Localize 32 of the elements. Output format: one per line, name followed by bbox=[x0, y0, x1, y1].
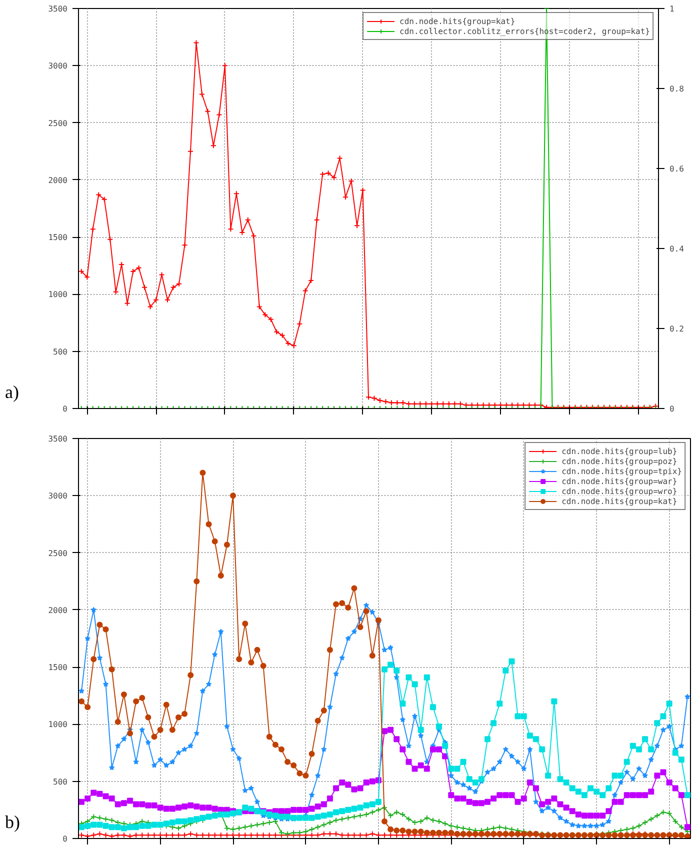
legend-label: cdn.node.hits{group=kat} bbox=[400, 16, 516, 26]
y-tick-label: 0 bbox=[62, 404, 68, 414]
y-tick-label: 3000 bbox=[48, 62, 68, 71]
legend-label: cdn.node.hits{group=wro} bbox=[562, 486, 678, 496]
y-tick-label: 1000 bbox=[48, 720, 68, 730]
y-tick-label: 3000 bbox=[48, 492, 68, 501]
y2-tick-label: 0.6 bbox=[670, 164, 684, 174]
y-tick-label: 2500 bbox=[48, 548, 68, 558]
text: b) bbox=[5, 811, 20, 834]
y2-tick-label: 0.2 bbox=[670, 324, 684, 334]
legend-label: cdn.collector.coblitz_errors{host=coder2, group=kat} bbox=[400, 26, 650, 36]
text: a) bbox=[5, 381, 19, 404]
y-tick-label: 500 bbox=[53, 777, 68, 786]
legend-label: cdn.node.hits{group=poz} bbox=[562, 456, 678, 466]
y-tick-label: 0 bbox=[62, 834, 68, 844]
y-tick-label: 3500 bbox=[48, 434, 68, 444]
y-tick-label: 2000 bbox=[48, 606, 68, 615]
y-tick-label: 1500 bbox=[48, 233, 68, 242]
y-tick-label: 500 bbox=[53, 347, 68, 356]
y-tick-label: 3500 bbox=[48, 4, 68, 14]
legend-label: cdn.node.hits{group=war} bbox=[562, 476, 678, 486]
y2-tick-label: 0 bbox=[670, 404, 674, 414]
y2-tick-label: 1 bbox=[670, 4, 674, 14]
y2-tick-label: 0.8 bbox=[670, 84, 684, 94]
y-tick-label: 1000 bbox=[48, 290, 68, 300]
legend-label: cdn.node.hits{group=kat} bbox=[562, 496, 678, 506]
y2-tick-label: 0.4 bbox=[670, 244, 684, 254]
y-tick-label: 1500 bbox=[48, 663, 68, 672]
legend-label: cdn.node.hits{group=lub} bbox=[562, 446, 678, 456]
y-tick-label: 2000 bbox=[48, 176, 68, 185]
y-tick-label: 2500 bbox=[48, 118, 68, 128]
legend-label: cdn.node.hits{group=tpix} bbox=[562, 466, 682, 476]
